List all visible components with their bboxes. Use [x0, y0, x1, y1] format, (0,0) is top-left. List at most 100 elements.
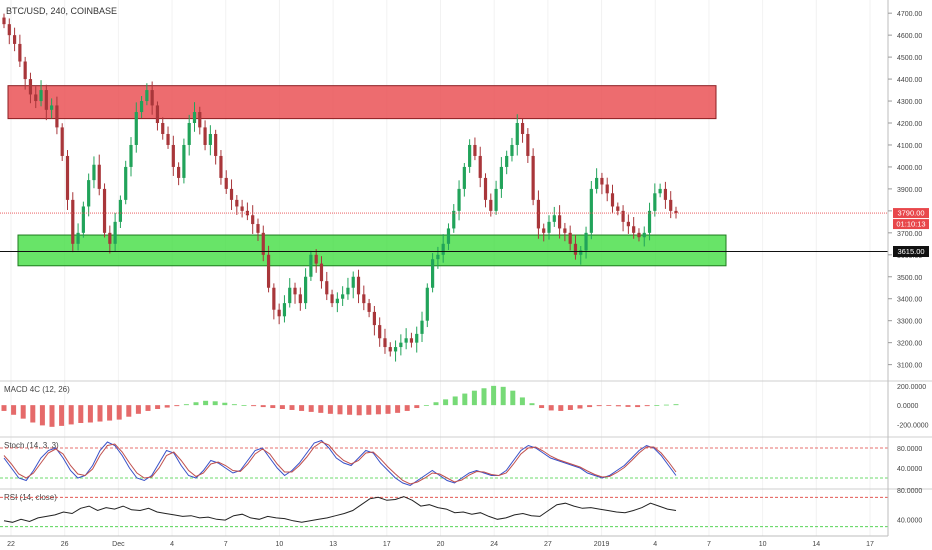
candle-body[interactable]: [515, 123, 519, 145]
candle-body[interactable]: [293, 287, 297, 295]
candle-body[interactable]: [362, 294, 366, 304]
candle-body[interactable]: [637, 232, 641, 238]
candle-body[interactable]: [378, 325, 382, 339]
candle-body[interactable]: [256, 224, 260, 233]
candle-body[interactable]: [71, 199, 75, 244]
candle-body[interactable]: [92, 164, 96, 181]
candle-body[interactable]: [663, 188, 668, 200]
candle-body[interactable]: [542, 228, 546, 233]
candle-body[interactable]: [415, 333, 419, 343]
candle-body[interactable]: [330, 294, 334, 304]
candle-body[interactable]: [430, 259, 435, 288]
candle-body[interactable]: [372, 311, 376, 326]
candle-body[interactable]: [409, 338, 414, 343]
candle-body[interactable]: [224, 177, 228, 189]
candle-body[interactable]: [420, 320, 424, 334]
candle-body[interactable]: [28, 79, 33, 95]
candle-body[interactable]: [573, 243, 578, 255]
candle-body[interactable]: [383, 338, 387, 348]
candle-body[interactable]: [298, 294, 302, 304]
candle-body[interactable]: [203, 127, 207, 145]
candle-body[interactable]: [198, 112, 202, 128]
candle-body[interactable]: [118, 199, 123, 222]
candle-body[interactable]: [335, 298, 339, 304]
candle-body[interactable]: [177, 166, 181, 178]
time-axis[interactable]: 22 26 Dec 4 7 10 13 17 20 24 27 2019 4 7 10 14 17: [0, 535, 888, 548]
candle-body[interactable]: [367, 303, 371, 312]
candle-body[interactable]: [468, 144, 472, 167]
candle-body[interactable]: [446, 228, 451, 244]
candle-body[interactable]: [510, 144, 514, 156]
candle-body[interactable]: [102, 188, 107, 233]
candle-body[interactable]: [505, 155, 509, 167]
candle-body[interactable]: [552, 215, 556, 222]
candle-body[interactable]: [393, 347, 398, 352]
candle-body[interactable]: [65, 155, 70, 200]
candle-body[interactable]: [145, 90, 149, 102]
candle-body[interactable]: [626, 221, 630, 227]
candle-body[interactable]: [669, 199, 673, 211]
candle-body[interactable]: [18, 43, 22, 62]
candle-body[interactable]: [520, 123, 525, 134]
candle-body[interactable]: [351, 276, 355, 288]
candle-body[interactable]: [425, 287, 429, 321]
candle-body[interactable]: [547, 221, 551, 233]
candle-body[interactable]: [266, 254, 271, 288]
candle-body[interactable]: [341, 294, 345, 299]
candle-body[interactable]: [531, 155, 535, 200]
candle-body[interactable]: [182, 144, 186, 178]
candle-body[interactable]: [60, 127, 64, 156]
candle-body[interactable]: [134, 112, 138, 145]
candle-body[interactable]: [356, 276, 361, 295]
candle-body[interactable]: [616, 206, 620, 211]
candle-body[interactable]: [658, 188, 662, 194]
support-zone[interactable]: [17, 234, 727, 267]
candle-body[interactable]: [87, 180, 91, 207]
candle-body[interactable]: [219, 155, 223, 178]
candle-body[interactable]: [473, 144, 477, 156]
candle-body[interactable]: [97, 164, 101, 189]
candle-body[interactable]: [605, 184, 609, 194]
candle-body[interactable]: [462, 166, 466, 189]
candle-body[interactable]: [536, 199, 541, 229]
candle-body[interactable]: [304, 276, 308, 304]
candle-body[interactable]: [584, 232, 588, 251]
candle-body[interactable]: [39, 90, 43, 102]
candle-body[interactable]: [346, 287, 350, 295]
candle-body[interactable]: [489, 199, 493, 211]
candle-body[interactable]: [12, 35, 17, 44]
candle-body[interactable]: [261, 232, 265, 255]
candle-body[interactable]: [314, 254, 318, 264]
candle-body[interactable]: [621, 210, 625, 222]
candle-body[interactable]: [272, 287, 276, 310]
candle-body[interactable]: [251, 215, 255, 225]
candle-body[interactable]: [150, 90, 154, 106]
candle-body[interactable]: [214, 133, 218, 156]
candle-body[interactable]: [499, 166, 503, 189]
candle-body[interactable]: [404, 338, 408, 343]
candle-body[interactable]: [229, 188, 234, 200]
candle-body[interactable]: [483, 177, 488, 200]
candle-body[interactable]: [436, 254, 440, 260]
candle-body[interactable]: [208, 133, 212, 145]
candle-body[interactable]: [2, 17, 6, 25]
candle-body[interactable]: [124, 166, 128, 200]
candle-body[interactable]: [166, 133, 170, 145]
candle-body[interactable]: [139, 101, 144, 113]
candle-body[interactable]: [632, 226, 636, 233]
candle-body[interactable]: [563, 228, 567, 233]
candle-body[interactable]: [642, 232, 646, 238]
candle-body[interactable]: [478, 155, 482, 178]
candle-body[interactable]: [192, 112, 197, 124]
candle-body[interactable]: [277, 309, 281, 317]
candle-body[interactable]: [610, 193, 615, 207]
candle-body[interactable]: [282, 303, 287, 317]
candle-body[interactable]: [44, 90, 48, 110]
candle-body[interactable]: [155, 105, 160, 124]
candle-body[interactable]: [595, 177, 599, 189]
candle-body[interactable]: [441, 243, 445, 255]
candle-body[interactable]: [457, 188, 461, 211]
candle-body[interactable]: [579, 250, 583, 255]
